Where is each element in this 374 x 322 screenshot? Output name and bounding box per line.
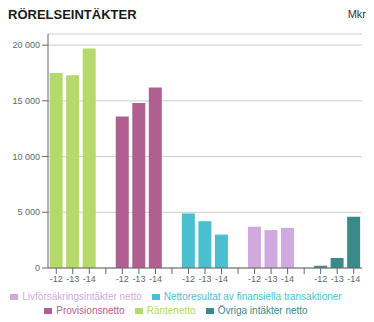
svg-text:-14: -14 [281,274,294,284]
html-text:Nettoresultat av finansiella t: Nettoresultat av finansiella transaktion… [163,291,342,302]
html-text:Räntenetto: Räntenetto [146,305,196,316]
svg-text:5 000: 5 000 [17,207,40,217]
svg-text:-12: -12 [50,274,63,284]
svg-text:-12: -12 [182,274,195,284]
svg-text:-14: -14 [347,274,360,284]
svg-text:-13: -13 [132,274,145,284]
html-text:Provisionsnetto: Provisionsnetto [56,305,125,316]
svg-text:-13: -13 [265,274,278,284]
svg-text:-12: -12 [248,274,261,284]
svg-text:20 000: 20 000 [12,40,40,50]
svg-text:0: 0 [35,263,40,273]
svg-text:-14: -14 [83,274,96,284]
svg-text:15 000: 15 000 [12,96,40,106]
html-text:Livförsäkringsintäkter netto: Livförsäkringsintäkter netto [22,291,142,302]
html-text:Mkr: Mkr [347,8,366,20]
svg-text:-13: -13 [66,274,79,284]
svg-text:-12: -12 [116,274,129,284]
svg-text:-13: -13 [331,274,344,284]
svg-text:-12: -12 [314,274,327,284]
html-text:RÖRELSEINTÄKTER: RÖRELSEINTÄKTER [8,6,137,22]
svg-text:-14: -14 [149,274,162,284]
html-text:Övriga intäkter netto: Övriga intäkter netto [217,305,308,316]
svg-text:-13: -13 [198,274,211,284]
svg-text:-14: -14 [215,274,228,284]
svg-text:10 000: 10 000 [12,152,40,162]
